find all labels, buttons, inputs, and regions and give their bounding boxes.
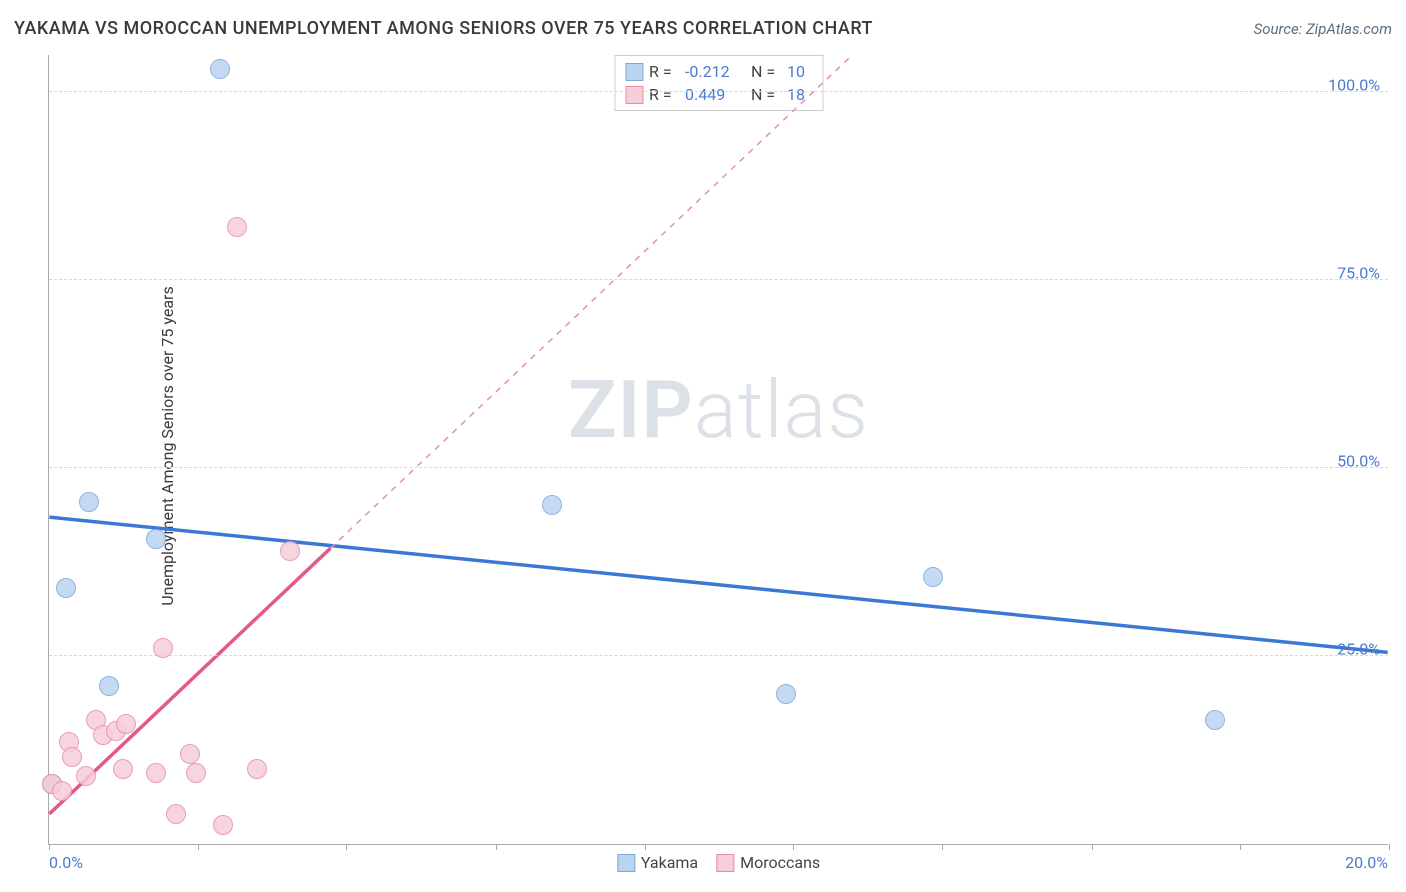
- gridline: [49, 655, 1388, 656]
- data-point: [542, 495, 562, 515]
- correlation-legend-row: R = -0.212 N = 10: [625, 60, 812, 83]
- x-tick: [1389, 844, 1390, 850]
- data-point: [113, 759, 133, 779]
- data-point: [116, 714, 136, 734]
- x-tick: [346, 844, 347, 850]
- x-tick: [1092, 844, 1093, 850]
- watermark: ZIPatlas: [568, 363, 869, 457]
- x-tick: [198, 844, 199, 850]
- source-label: Source: ZipAtlas.com: [1254, 20, 1392, 38]
- data-point: [146, 529, 166, 549]
- data-point: [280, 541, 300, 561]
- legend-n-label: N =: [751, 85, 781, 104]
- trendline-solid: [49, 517, 1387, 652]
- legend-swatch: [617, 854, 635, 872]
- legend-r-value: -0.212: [685, 62, 745, 81]
- trendline-dashed: [330, 55, 852, 548]
- data-point: [52, 781, 72, 801]
- gridline: [49, 91, 1388, 92]
- correlation-legend-row: R = 0.449 N = 18: [625, 83, 812, 106]
- correlation-legend: R = -0.212 N = 10 R = 0.449 N = 18: [614, 55, 823, 111]
- x-axis-min-label: 0.0%: [49, 853, 83, 872]
- legend-n-value: 10: [787, 62, 812, 81]
- data-point: [776, 684, 796, 704]
- data-point: [186, 763, 206, 783]
- x-tick: [49, 844, 50, 850]
- data-point: [1205, 710, 1225, 730]
- y-tick-label: 50.0%: [1337, 451, 1380, 470]
- data-point: [99, 676, 119, 696]
- legend-r-label: R =: [649, 62, 679, 81]
- data-point: [62, 747, 82, 767]
- data-point: [153, 638, 173, 658]
- plot-area: ZIPatlas 0.0% 20.0% R =-0.212N =10R =0.4…: [48, 55, 1388, 845]
- legend-swatch: [625, 63, 643, 81]
- legend-swatch: [716, 854, 734, 872]
- y-tick-label: 100.0%: [1328, 75, 1380, 94]
- data-point: [923, 567, 943, 587]
- x-tick: [645, 844, 646, 850]
- data-point: [79, 492, 99, 512]
- legend-r-value: 0.449: [685, 85, 745, 104]
- x-tick: [942, 844, 943, 850]
- series-legend: Yakama Moroccans: [617, 853, 820, 872]
- x-tick: [1240, 844, 1241, 850]
- data-point: [210, 59, 230, 79]
- legend-n-label: N =: [751, 62, 781, 81]
- legend-n-value: 18: [787, 85, 812, 104]
- x-tick: [793, 844, 794, 850]
- data-point: [180, 744, 200, 764]
- x-axis-max-label: 20.0%: [1345, 853, 1388, 872]
- data-point: [213, 815, 233, 835]
- data-point: [166, 804, 186, 824]
- series-legend-item: Yakama: [617, 853, 698, 872]
- series-legend-label: Moroccans: [740, 853, 820, 872]
- y-tick-label: 25.0%: [1337, 639, 1380, 658]
- trend-lines: [49, 55, 1388, 844]
- data-point: [56, 578, 76, 598]
- data-point: [146, 763, 166, 783]
- legend-r-label: R =: [649, 85, 679, 104]
- data-point: [247, 759, 267, 779]
- data-point: [76, 766, 96, 786]
- series-legend-label: Yakama: [641, 853, 698, 872]
- gridline: [49, 467, 1388, 468]
- chart-title: YAKAMA VS MOROCCAN UNEMPLOYMENT AMONG SE…: [14, 18, 873, 39]
- gridline: [49, 279, 1388, 280]
- data-point: [227, 217, 247, 237]
- series-legend-item: Moroccans: [716, 853, 820, 872]
- y-tick-label: 75.0%: [1337, 263, 1380, 282]
- legend-swatch: [625, 86, 643, 104]
- x-tick: [496, 844, 497, 850]
